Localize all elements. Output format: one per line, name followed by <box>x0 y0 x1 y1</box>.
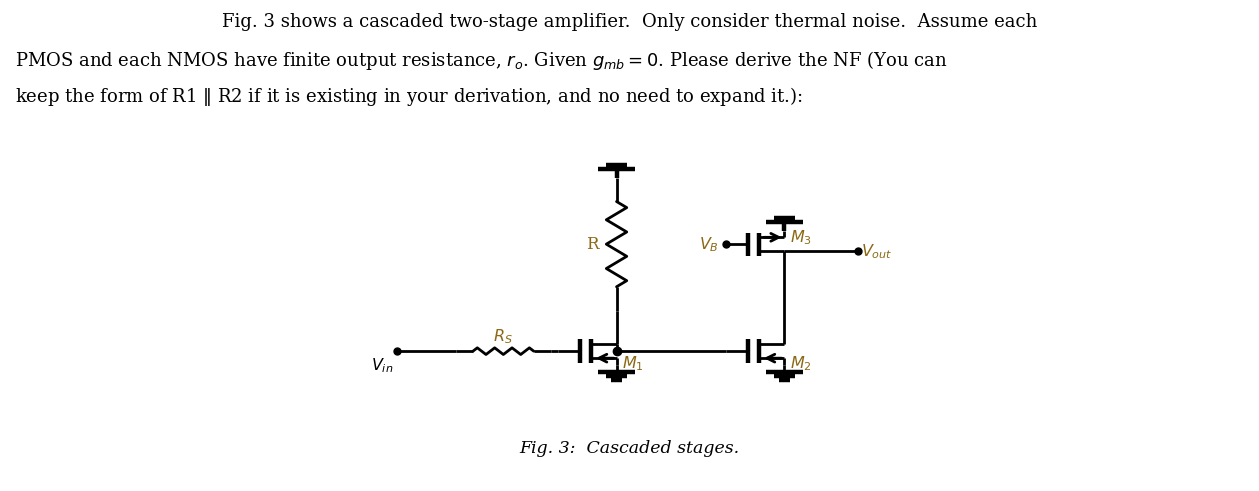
Text: R: R <box>585 236 598 253</box>
Text: Fig. 3 shows a cascaded two-stage amplifier.  Only consider thermal noise.  Assu: Fig. 3 shows a cascaded two-stage amplif… <box>222 13 1037 31</box>
Text: $M_3$: $M_3$ <box>791 228 812 247</box>
Text: $M_2$: $M_2$ <box>791 355 812 373</box>
Text: $M_1$: $M_1$ <box>622 355 645 373</box>
Text: $V_B$: $V_B$ <box>699 235 719 254</box>
Text: $V_{out}$: $V_{out}$ <box>861 242 893 261</box>
Text: PMOS and each NMOS have finite output resistance, $r_o$. Given $g_{mb} = 0$. Ple: PMOS and each NMOS have finite output re… <box>15 49 948 72</box>
Text: $V_{in}$: $V_{in}$ <box>371 356 394 375</box>
Text: keep the form of R1 $\|$ R2 if it is existing in your derivation, and no need to: keep the form of R1 $\|$ R2 if it is exi… <box>15 85 803 108</box>
Text: $R_S$: $R_S$ <box>494 327 514 346</box>
Text: Fig. 3:  Cascaded stages.: Fig. 3: Cascaded stages. <box>520 439 739 457</box>
